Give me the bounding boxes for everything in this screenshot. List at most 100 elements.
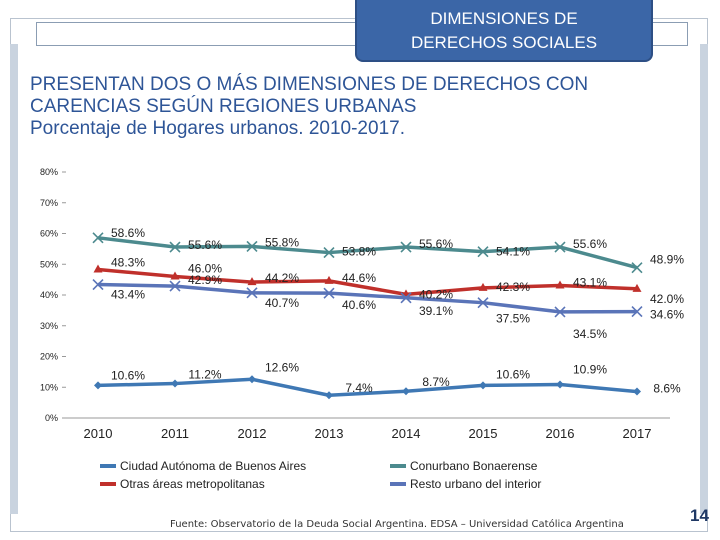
data-point-marker bbox=[248, 375, 256, 384]
data-point-marker bbox=[402, 387, 410, 396]
section-header-tab: DIMENSIONES DE DERECHOS SOCIALES bbox=[355, 0, 653, 62]
data-label: 39.1% bbox=[419, 304, 453, 318]
data-label: 40.2% bbox=[419, 287, 453, 301]
y-axis-tick-label: 50% bbox=[40, 259, 58, 269]
data-label: 7.4% bbox=[345, 381, 373, 395]
data-point-marker bbox=[246, 240, 258, 252]
x-axis-tick-label: 2014 bbox=[392, 426, 421, 441]
data-point-marker bbox=[169, 241, 181, 253]
section-header-line2: DERECHOS SOCIALES bbox=[410, 33, 598, 52]
data-label: 42.0% bbox=[650, 292, 684, 306]
data-point-marker bbox=[323, 246, 335, 259]
data-label: 10.6% bbox=[111, 368, 145, 382]
data-label: 10.9% bbox=[573, 362, 607, 376]
decorative-right-bar bbox=[700, 44, 708, 514]
data-label: 55.6% bbox=[419, 237, 453, 251]
data-label: 34.6% bbox=[650, 308, 684, 322]
data-label: 55.8% bbox=[265, 235, 299, 249]
data-point-marker bbox=[92, 232, 104, 244]
data-label: 43.4% bbox=[111, 288, 145, 302]
decorative-left-bar bbox=[10, 44, 18, 514]
y-axis-tick-label: 40% bbox=[40, 290, 58, 300]
y-axis-tick-label: 70% bbox=[40, 198, 58, 208]
data-point-marker bbox=[633, 387, 641, 396]
x-axis-tick-label: 2010 bbox=[84, 426, 113, 441]
data-point-marker bbox=[93, 264, 103, 273]
page-number: 14 bbox=[690, 506, 709, 525]
legend-label: Resto urbano del interior bbox=[410, 477, 541, 491]
chart-title: PRESENTAN DOS O MÁS DIMENSIONES DE DEREC… bbox=[30, 74, 700, 140]
data-label: 48.3% bbox=[111, 255, 145, 269]
data-point-marker bbox=[478, 282, 488, 291]
x-axis-tick-label: 2017 bbox=[623, 426, 652, 441]
data-point-marker bbox=[554, 241, 566, 253]
chart-title-line2: CARENCIAS SEGÚN REGIONES URBANAS bbox=[30, 96, 417, 117]
data-point-marker bbox=[324, 275, 334, 284]
y-axis-tick-label: 60% bbox=[40, 229, 58, 239]
data-label: 48.9% bbox=[650, 253, 684, 267]
data-label: 11.2% bbox=[188, 368, 221, 382]
data-point-marker bbox=[479, 381, 487, 390]
data-point-marker bbox=[170, 271, 180, 280]
data-point-marker bbox=[477, 246, 489, 258]
y-axis-tick-label: 20% bbox=[40, 352, 58, 362]
data-label: 34.5% bbox=[573, 327, 607, 341]
section-header-line1: DIMENSIONES DE bbox=[430, 9, 578, 28]
data-point-marker bbox=[631, 262, 643, 274]
data-label: 40.6% bbox=[342, 298, 376, 312]
x-axis-tick-label: 2013 bbox=[315, 426, 344, 441]
data-point-marker bbox=[94, 381, 102, 390]
chart-title-line1: PRESENTAN DOS O MÁS DIMENSIONES DE DEREC… bbox=[30, 74, 589, 95]
data-point-marker bbox=[632, 283, 642, 292]
data-point-marker bbox=[246, 287, 258, 299]
data-label: 55.6% bbox=[573, 237, 607, 251]
data-label: 44.2% bbox=[265, 271, 299, 285]
data-point-marker bbox=[556, 380, 564, 389]
data-point-marker bbox=[400, 241, 412, 253]
data-point-marker bbox=[323, 287, 335, 299]
y-axis-tick-label: 0% bbox=[45, 413, 58, 423]
series-line bbox=[97, 282, 638, 314]
chart-subtitle: Porcentaje de Hogares urbanos. 2010-2017… bbox=[30, 118, 405, 139]
source-note: Fuente: Observatorio de la Deuda Social … bbox=[170, 519, 624, 530]
x-axis-tick-label: 2015 bbox=[469, 426, 498, 441]
data-label: 37.5% bbox=[496, 312, 530, 326]
data-label: 8.7% bbox=[422, 375, 450, 389]
data-point-marker bbox=[169, 280, 181, 292]
data-point-marker bbox=[325, 391, 333, 400]
data-point-marker bbox=[477, 297, 489, 309]
x-axis-tick-label: 2011 bbox=[161, 426, 189, 441]
legend-label: Ciudad Autónoma de Buenos Aires bbox=[120, 459, 306, 473]
series-line bbox=[97, 377, 638, 397]
data-point-marker bbox=[555, 280, 565, 289]
data-point-marker bbox=[171, 379, 179, 388]
legend-label: Conurbano Bonaerense bbox=[410, 459, 538, 473]
data-label: 53.8% bbox=[342, 245, 376, 259]
data-label: 58.6% bbox=[111, 226, 145, 240]
y-axis-tick-label: 30% bbox=[40, 321, 58, 331]
legend-label: Otras áreas metropolitanas bbox=[120, 477, 265, 491]
data-point-marker bbox=[554, 306, 566, 318]
y-axis-tick-label: 10% bbox=[40, 382, 58, 392]
data-label: 40.7% bbox=[265, 296, 299, 310]
series-line bbox=[97, 267, 638, 297]
data-label: 44.6% bbox=[342, 271, 376, 285]
data-label: 55.6% bbox=[188, 238, 222, 252]
data-label: 12.6% bbox=[265, 360, 299, 374]
data-label: 42.9% bbox=[188, 273, 222, 287]
data-label: 54.1% bbox=[496, 245, 530, 259]
x-axis-tick-label: 2016 bbox=[546, 426, 575, 441]
series-line bbox=[97, 236, 638, 270]
data-label: 46.0% bbox=[188, 262, 222, 276]
data-point-marker bbox=[631, 306, 643, 318]
data-label: 8.6% bbox=[653, 382, 681, 396]
y-axis-tick-label: 80% bbox=[40, 167, 58, 177]
x-axis-tick-label: 2012 bbox=[238, 426, 267, 441]
data-label: 43.1% bbox=[573, 275, 607, 289]
data-point-marker bbox=[400, 292, 412, 304]
data-label: 10.6% bbox=[496, 367, 530, 381]
data-point-marker bbox=[247, 277, 257, 286]
data-label: 42.3% bbox=[496, 280, 530, 294]
data-point-marker bbox=[92, 278, 104, 291]
